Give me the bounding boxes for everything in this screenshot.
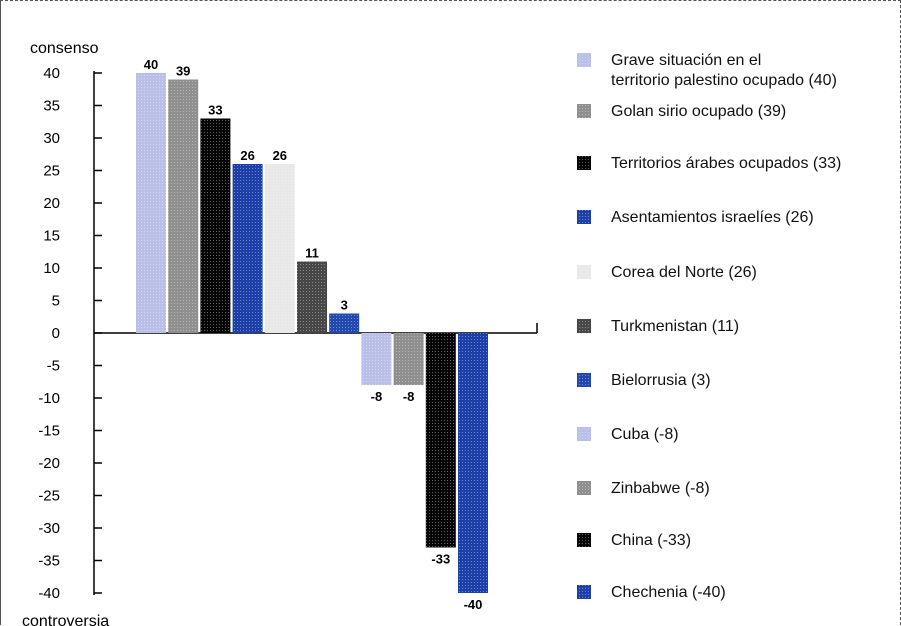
bar-data-label: 33 (208, 103, 222, 118)
legend-swatch-texture (577, 585, 591, 599)
bar-texture (200, 118, 231, 333)
legend-swatch-texture (577, 427, 591, 441)
bar-data-label: -8 (403, 389, 415, 404)
bar-texture (361, 333, 392, 385)
legend-label: Golan sirio ocupado (39) (611, 103, 786, 120)
legend-label: Zinbabwe (-8) (611, 480, 710, 497)
bar-texture (425, 333, 456, 548)
bar-texture (329, 313, 360, 333)
bars: 40 39 33 26 26 11 3 -8 -8 -33 -40 (136, 57, 488, 612)
y-tick-label: 15 (43, 228, 60, 245)
legend-swatch-texture (577, 53, 591, 67)
legend-label: Turkmenistan (11) (611, 318, 739, 335)
legend-label: Grave situación en el (611, 52, 761, 69)
bar-data-label: 26 (273, 148, 287, 163)
y-tick-label: 5 (52, 293, 60, 310)
bar-texture (458, 333, 488, 593)
legend-swatch-texture (577, 481, 591, 495)
y-tick-label: -15 (38, 423, 60, 440)
y-tick-label: -35 (38, 553, 60, 570)
legend-swatch-texture (577, 265, 591, 279)
legend-label: Cuba (-8) (611, 426, 679, 443)
bar-texture (136, 73, 166, 333)
bar-texture (297, 261, 327, 333)
y-tick-label: -30 (38, 520, 60, 537)
bar-texture (168, 79, 199, 333)
bar-texture (232, 164, 263, 333)
bar-data-label: 11 (305, 246, 319, 261)
y-axis-label-top: consenso (30, 40, 99, 57)
y-tick-label: -5 (47, 358, 60, 375)
y-tick-label: -40 (38, 585, 60, 602)
legend-label: China (-33) (611, 532, 691, 549)
y-tick-label: 40 (43, 65, 60, 82)
bar-data-label: -33 (431, 552, 450, 567)
legend-swatch-texture (577, 533, 591, 547)
bar-data-label: -8 (371, 389, 383, 404)
y-tick-label: 0 (52, 325, 60, 342)
legend-label: Asentamientos israelíes (26) (611, 209, 814, 226)
bar-data-label: 26 (240, 148, 254, 163)
legend-swatch-texture (577, 156, 591, 170)
legend-swatch-texture (577, 319, 591, 333)
legend-label: Territorios árabes ocupados (33) (611, 155, 841, 172)
legend-swatch-texture (577, 104, 591, 118)
y-tick-label: 30 (43, 130, 60, 147)
bar-data-label: -40 (464, 597, 483, 612)
legend-swatch-texture (577, 210, 591, 224)
y-tick-label: -25 (38, 488, 60, 505)
legend-label-line2: territorio palestino ocupado (40) (611, 72, 837, 89)
legend-label: Chechenia (-40) (611, 584, 726, 601)
bar-texture (393, 333, 424, 385)
bar-texture (264, 164, 295, 333)
bar-data-label: 3 (341, 298, 348, 313)
legend: Grave situación en el territorio palestin… (577, 52, 841, 601)
bar-data-label: 39 (176, 64, 190, 79)
y-axis-label-bottom: controversia (22, 613, 109, 626)
y-tick-label: -10 (38, 390, 60, 407)
bar-data-label: 40 (144, 57, 158, 72)
y-tick-label: -20 (38, 455, 60, 472)
legend-label: Bielorrusia (3) (611, 372, 711, 389)
y-tick-label: 20 (43, 195, 60, 212)
legend-label: Corea del Norte (26) (611, 264, 757, 281)
y-tick-label: 10 (43, 260, 60, 277)
y-tick-label: 25 (43, 163, 60, 180)
legend-swatch-texture (577, 373, 591, 387)
y-tick-label: 35 (43, 98, 60, 115)
